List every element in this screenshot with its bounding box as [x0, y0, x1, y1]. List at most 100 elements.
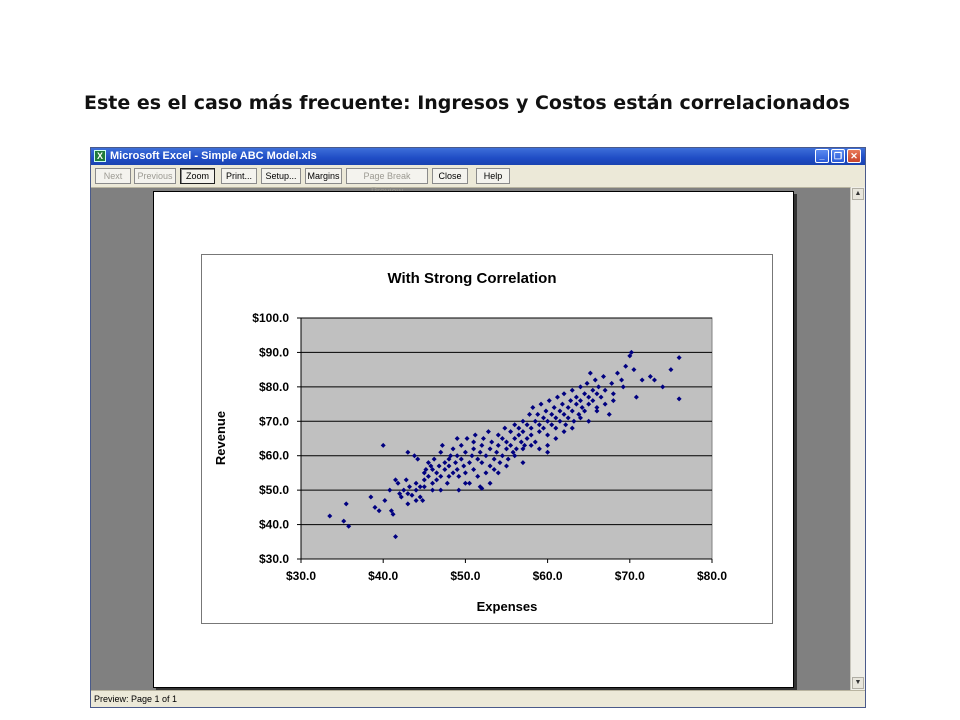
help-button[interactable]: Help: [476, 168, 510, 184]
data-point: [524, 436, 530, 441]
data-point: [398, 494, 404, 500]
data-point: [594, 405, 600, 411]
y-tick-label: $80.0: [259, 380, 289, 394]
data-point: [434, 470, 440, 476]
data-point: [444, 480, 450, 486]
data-point: [553, 436, 559, 441]
data-point: [454, 436, 460, 441]
data-point: [579, 405, 585, 411]
print-button[interactable]: Print...: [221, 168, 257, 184]
data-point: [401, 487, 407, 493]
data-point: [668, 367, 674, 373]
data-point: [475, 456, 481, 462]
data-point: [540, 425, 546, 431]
scroll-down-icon[interactable]: ▼: [852, 677, 864, 689]
excel-icon: X: [94, 150, 106, 162]
margins-button[interactable]: Margins: [305, 168, 342, 184]
data-point: [584, 380, 590, 386]
data-point: [453, 460, 459, 466]
data-point: [512, 436, 518, 441]
data-point: [413, 497, 419, 503]
restore-button[interactable]: ❐: [831, 149, 845, 163]
data-point: [405, 491, 411, 497]
data-point: [527, 411, 533, 417]
previous-button[interactable]: Previous: [134, 168, 176, 184]
data-point: [382, 497, 388, 503]
data-point: [596, 384, 602, 390]
data-point: [586, 401, 592, 407]
y-tick-label: $60.0: [259, 449, 289, 463]
data-point: [627, 353, 633, 359]
data-point: [411, 453, 417, 459]
data-point: [485, 429, 491, 435]
data-point: [510, 449, 516, 455]
data-point: [549, 422, 555, 428]
data-point: [372, 504, 378, 510]
data-point: [454, 466, 460, 472]
data-point: [454, 453, 460, 459]
data-point: [536, 422, 542, 428]
zoom-button[interactable]: Zoom: [180, 168, 215, 184]
data-point: [446, 463, 452, 469]
data-point: [590, 387, 596, 393]
data-point: [516, 425, 522, 431]
data-point: [540, 415, 546, 421]
data-point: [489, 439, 495, 445]
data-point: [524, 422, 530, 428]
x-tick-label: $60.0: [533, 569, 563, 583]
data-point: [430, 466, 436, 472]
data-point: [545, 418, 551, 424]
data-point: [420, 497, 426, 503]
vertical-scrollbar[interactable]: ▲ ▼: [850, 187, 865, 690]
data-point: [520, 446, 526, 452]
x-axis-label: Expenses: [477, 599, 538, 614]
data-point: [512, 422, 518, 428]
data-point: [438, 449, 444, 455]
status-bar: Preview: Page 1 of 1: [91, 690, 865, 707]
data-point: [577, 398, 583, 404]
data-point: [499, 453, 505, 459]
data-point: [425, 460, 431, 466]
page-break-preview-button[interactable]: Page Break Preview: [346, 168, 428, 196]
data-point: [571, 418, 577, 424]
setup-button[interactable]: Setup...: [261, 168, 301, 184]
data-point: [456, 487, 462, 493]
data-point: [545, 432, 551, 438]
data-point: [462, 449, 468, 455]
data-point: [439, 442, 445, 448]
data-point: [413, 487, 419, 493]
data-point: [577, 384, 583, 390]
data-point: [479, 442, 485, 448]
data-point: [536, 429, 542, 435]
data-point: [505, 456, 511, 462]
data-point: [421, 484, 427, 490]
data-point: [623, 363, 629, 369]
data-point: [487, 480, 493, 486]
data-point: [390, 511, 396, 517]
scroll-up-icon[interactable]: ▲: [852, 188, 864, 200]
close-button[interactable]: Close: [432, 168, 468, 184]
x-tick-label: $40.0: [368, 569, 398, 583]
data-point: [568, 398, 574, 404]
data-point: [660, 384, 666, 390]
data-point: [471, 439, 477, 445]
data-point: [405, 449, 411, 455]
data-point: [598, 394, 604, 400]
close-window-button[interactable]: ✕: [847, 149, 861, 163]
data-point: [569, 387, 575, 393]
window-titlebar[interactable]: X Microsoft Excel - Simple ABC Model.xls…: [91, 148, 865, 165]
minimize-button[interactable]: _: [815, 149, 829, 163]
status-text: Preview: Page 1 of 1: [94, 694, 178, 704]
data-point: [479, 460, 485, 466]
data-point: [395, 480, 401, 486]
next-button[interactable]: Next: [95, 168, 131, 184]
data-point: [530, 405, 536, 411]
plot-area: [300, 317, 713, 560]
data-point: [586, 394, 592, 400]
data-point: [565, 415, 571, 421]
data-point: [553, 415, 559, 421]
data-point: [471, 446, 477, 452]
data-point: [633, 394, 639, 400]
data-point: [639, 377, 645, 383]
y-tick-label: $70.0: [259, 414, 289, 428]
